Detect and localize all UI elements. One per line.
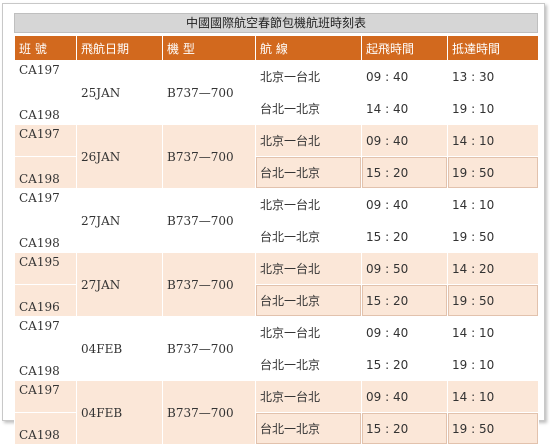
departure-time: 09 : 50 bbox=[361, 252, 448, 285]
flight-code: CA198 bbox=[14, 412, 77, 445]
route: 北京一台北 bbox=[255, 60, 362, 93]
departure-time: 09 : 40 bbox=[361, 380, 448, 413]
departure-time: 09 : 40 bbox=[361, 124, 448, 157]
flight-code: CA197 bbox=[14, 60, 77, 93]
table-row: CA197 04FEB B737—700 北京一台北 09 : 40 14 : … bbox=[14, 380, 539, 445]
route: 台北一北京 bbox=[255, 92, 362, 125]
arrival-time: 14 : 10 bbox=[447, 124, 539, 157]
flight-code: CA198 bbox=[14, 220, 77, 253]
aircraft-type: B737—700 bbox=[162, 188, 256, 253]
route: 台北一北京 bbox=[255, 156, 362, 189]
arrival-time: 14 : 20 bbox=[447, 252, 539, 285]
route: 台北一北京 bbox=[255, 220, 362, 253]
route: 北京一台北 bbox=[255, 188, 362, 221]
flight-code: CA197 bbox=[14, 188, 77, 221]
table-row: CA197 26JAN B737—700 北京一台北 09 : 40 14 : … bbox=[14, 124, 539, 189]
table-row: CA197 27JAN B737—700 北京一台北 09 : 40 14 : … bbox=[14, 188, 539, 253]
aircraft-type: B737—700 bbox=[162, 252, 256, 317]
arrival-time: 19 : 50 bbox=[447, 156, 539, 189]
departure-time: 14 : 40 bbox=[361, 92, 448, 125]
header-departure: 起飛時間 bbox=[361, 35, 448, 61]
header-aircraft: 機 型 bbox=[162, 35, 256, 61]
arrival-time: 19 : 50 bbox=[447, 220, 539, 253]
table-row: CA197 04FEB B737—700 北京一台北 09 : 40 14 : … bbox=[14, 316, 539, 381]
table-row: CA196 台北一北京 15 : 20 19 : 50 bbox=[14, 284, 539, 317]
table-row: CA195 27JAN B737—700 北京一台北 09 : 50 14 : … bbox=[14, 252, 539, 317]
arrival-time: 14 : 10 bbox=[447, 380, 539, 413]
route: 北京一台北 bbox=[255, 252, 362, 285]
route: 北京一台北 bbox=[255, 316, 362, 349]
departure-time: 15 : 20 bbox=[361, 348, 448, 381]
header-flight-no: 班 號 bbox=[14, 35, 77, 61]
table-header-row: 班 號 飛航日期 機 型 航 線 起飛時間 抵達時間 bbox=[14, 35, 539, 61]
departure-time: 09 : 40 bbox=[361, 316, 448, 349]
arrival-time: 19 : 10 bbox=[447, 92, 539, 125]
arrival-time: 13 : 30 bbox=[447, 60, 539, 93]
table-row: CA198 台北一北京 14 : 40 19 : 10 bbox=[14, 92, 539, 125]
aircraft-type: B737—700 bbox=[162, 124, 256, 189]
flight-date: 27JAN bbox=[76, 188, 163, 253]
departure-time: 15 : 20 bbox=[361, 220, 448, 253]
flight-code: CA198 bbox=[14, 348, 77, 381]
route: 台北一北京 bbox=[255, 412, 362, 445]
departure-time: 09 : 40 bbox=[361, 60, 448, 93]
flight-code: CA197 bbox=[14, 380, 77, 413]
flight-date: 04FEB bbox=[76, 380, 163, 445]
arrival-time: 19 : 50 bbox=[447, 284, 539, 317]
flight-schedule-table: 班 號 飛航日期 機 型 航 線 起飛時間 抵達時間 CA197 25JAN B… bbox=[14, 35, 539, 445]
arrival-time: 14 : 10 bbox=[447, 316, 539, 349]
header-route: 航 線 bbox=[255, 35, 362, 61]
table-row: CA198 台北一北京 15 : 20 19 : 10 bbox=[14, 348, 539, 381]
aircraft-type: B737—700 bbox=[162, 316, 256, 381]
schedule-title: 中國國際航空春節包機航班時刻表 bbox=[14, 13, 538, 33]
arrival-time: 19 : 50 bbox=[447, 412, 539, 445]
flight-date: 27JAN bbox=[76, 252, 163, 317]
flight-code: CA197 bbox=[14, 316, 77, 349]
table-row: CA198 台北一北京 15 : 20 19 : 50 bbox=[14, 220, 539, 253]
route: 台北一北京 bbox=[255, 284, 362, 317]
departure-time: 15 : 20 bbox=[361, 412, 448, 445]
flight-code: CA197 bbox=[14, 124, 77, 157]
flight-code: CA195 bbox=[14, 252, 77, 285]
route: 北京一台北 bbox=[255, 124, 362, 157]
aircraft-type: B737—700 bbox=[162, 380, 256, 445]
table-row: CA197 25JAN B737—700 北京一台北 09 : 40 13 : … bbox=[14, 60, 539, 125]
table-row: CA198 台北一北京 15 : 20 19 : 50 bbox=[14, 156, 539, 189]
flight-code: CA198 bbox=[14, 156, 77, 189]
flight-code: CA196 bbox=[14, 284, 77, 317]
flight-date: 04FEB bbox=[76, 316, 163, 381]
departure-time: 15 : 20 bbox=[361, 156, 448, 189]
route: 台北一北京 bbox=[255, 348, 362, 381]
departure-time: 15 : 20 bbox=[361, 284, 448, 317]
header-arrival: 抵達時間 bbox=[447, 35, 539, 61]
flight-date: 25JAN bbox=[76, 60, 163, 125]
flight-date: 26JAN bbox=[76, 124, 163, 189]
departure-time: 09 : 40 bbox=[361, 188, 448, 221]
arrival-time: 19 : 10 bbox=[447, 348, 539, 381]
aircraft-type: B737—700 bbox=[162, 60, 256, 125]
flight-code: CA198 bbox=[14, 92, 77, 125]
arrival-time: 14 : 10 bbox=[447, 188, 539, 221]
route: 北京一台北 bbox=[255, 380, 362, 413]
header-date: 飛航日期 bbox=[76, 35, 163, 61]
